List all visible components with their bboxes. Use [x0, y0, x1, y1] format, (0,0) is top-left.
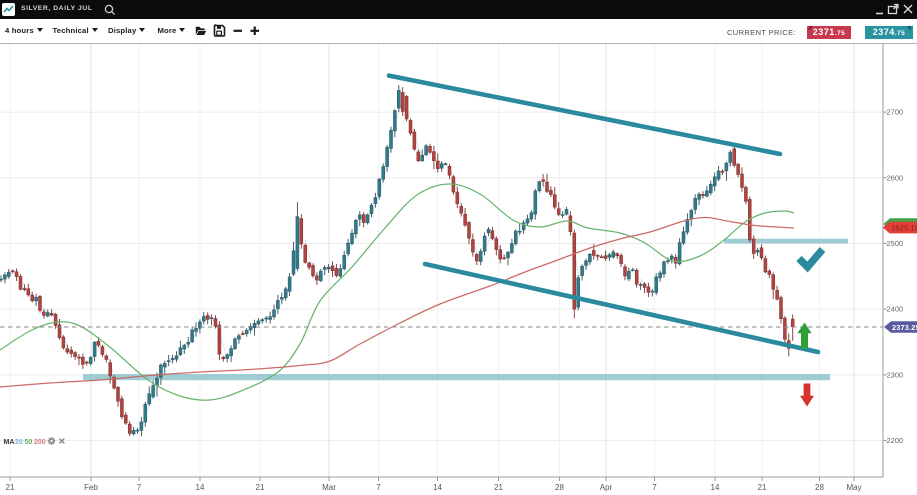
svg-text:Apr: Apr	[600, 483, 613, 492]
svg-text:21: 21	[758, 483, 767, 492]
svg-text:2525.19: 2525.19	[892, 226, 917, 233]
svg-text:7: 7	[137, 483, 142, 492]
svg-text:Feb: Feb	[84, 483, 98, 492]
svg-text:20: 20	[15, 439, 23, 446]
svg-text:MA: MA	[4, 439, 15, 446]
svg-text:28: 28	[815, 483, 824, 492]
svg-text:May: May	[846, 483, 861, 492]
svg-text:2200: 2200	[887, 436, 904, 445]
svg-text:28: 28	[555, 483, 564, 492]
svg-text:21: 21	[256, 483, 265, 492]
svg-text:Mar: Mar	[322, 483, 336, 492]
svg-text:7: 7	[376, 483, 381, 492]
svg-text:7: 7	[652, 483, 657, 492]
svg-text:2400: 2400	[887, 305, 904, 314]
svg-text:14: 14	[433, 483, 442, 492]
svg-text:200: 200	[34, 439, 46, 446]
svg-text:2600: 2600	[887, 173, 904, 182]
svg-text:2500: 2500	[887, 239, 904, 248]
svg-text:21: 21	[494, 483, 503, 492]
svg-text:21: 21	[6, 483, 15, 492]
svg-text:50: 50	[25, 439, 33, 446]
svg-text:14: 14	[196, 483, 205, 492]
svg-text:2300: 2300	[887, 370, 904, 379]
svg-text:2373.25: 2373.25	[892, 323, 917, 332]
svg-text:14: 14	[711, 483, 720, 492]
svg-text:2700: 2700	[887, 108, 904, 117]
